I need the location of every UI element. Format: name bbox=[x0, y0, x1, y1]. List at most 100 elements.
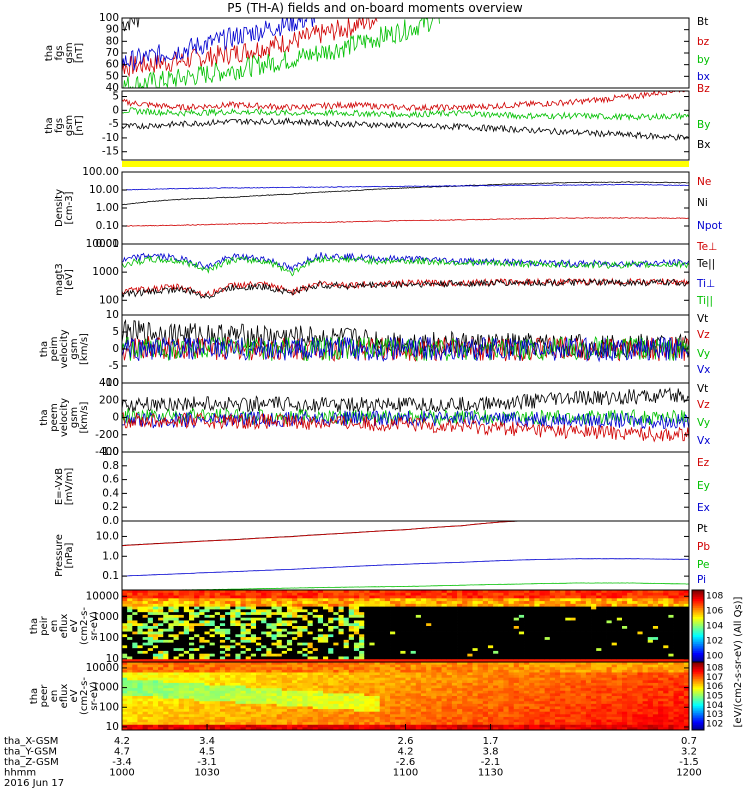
date-label: 2016 Jun 17 bbox=[4, 778, 64, 789]
colorbar-tick-label: 102 bbox=[706, 720, 723, 730]
series-vz-line bbox=[122, 412, 689, 443]
series-pi-line bbox=[122, 558, 689, 577]
y-axis-label: peem bbox=[49, 403, 60, 431]
colorbar-tick-label: 106 bbox=[706, 607, 723, 617]
y-tick-label: 50 bbox=[106, 70, 119, 82]
legend-pi: Pi bbox=[697, 574, 706, 586]
legend-vx: Vx bbox=[697, 435, 710, 447]
y-tick-label: 400 bbox=[99, 377, 119, 389]
panel-2: 50 -5 -10 -15 tha fgs gsm [nT] Bz By Bx bbox=[44, 83, 710, 161]
legend-ne: Ne bbox=[697, 176, 711, 188]
y-tick-label: -200 bbox=[95, 429, 119, 441]
legend-bx: Bx bbox=[697, 139, 710, 151]
y-tick-label: 100 bbox=[99, 632, 119, 644]
y-axis-label: tha bbox=[39, 409, 50, 425]
y-axis-label: gsm bbox=[64, 42, 75, 63]
y-tick-label: 1.0 bbox=[102, 550, 119, 562]
x-row-label: tha_X-GSM bbox=[4, 736, 58, 747]
legend-vy: Vy bbox=[697, 417, 710, 429]
y-axis-label: peir bbox=[39, 615, 50, 635]
y-tick-label: 5 bbox=[112, 91, 119, 103]
legend-ti: Ti|| bbox=[696, 295, 713, 307]
x-tick-label: 1100 bbox=[393, 768, 418, 779]
legend-te: Te|| bbox=[696, 258, 715, 270]
x-tick-label: 1000 bbox=[109, 768, 134, 779]
y-axis-label: eflux bbox=[59, 614, 70, 639]
y-axis-label: velocity bbox=[59, 329, 70, 368]
y-tick-label: 10 bbox=[106, 653, 119, 665]
y-axis-label: [km/s] bbox=[79, 333, 90, 365]
legend-vt: Vt bbox=[697, 313, 708, 325]
panel-2-frame bbox=[121, 90, 690, 161]
y-axis-label: Density bbox=[54, 189, 65, 227]
panel-5: 10 5 0 -5 -10 tha peim velocity gsm [km/s] Vt Vz Vy V… bbox=[39, 309, 710, 389]
y-axis-label: (cm2-s- bbox=[79, 607, 90, 645]
panel-8-frame bbox=[121, 520, 690, 591]
y-tick-label: 0.0 bbox=[102, 515, 119, 527]
legend-ez: Ez bbox=[697, 457, 710, 469]
x-tick-label: 4.5 bbox=[199, 747, 215, 758]
y-axis-label: eV bbox=[69, 619, 80, 632]
y-tick-label: 0 bbox=[112, 412, 119, 424]
series-vt-line bbox=[122, 387, 689, 413]
spectrogram-cells bbox=[122, 662, 690, 731]
legend-te: Te⊥ bbox=[696, 241, 717, 253]
series-ne-line bbox=[122, 217, 689, 227]
y-axis-label: gsm bbox=[64, 115, 75, 136]
y-tick-label: 10.00 bbox=[89, 184, 119, 196]
x-tick-label: 3.4 bbox=[199, 736, 215, 747]
y-axis-label: (cm2-s- bbox=[79, 677, 90, 715]
legend-bt: Bt bbox=[697, 16, 708, 28]
series-ti-line bbox=[122, 254, 689, 277]
y-tick-label: 100 bbox=[99, 701, 119, 713]
colorbar-tick-label: 104 bbox=[706, 701, 723, 711]
legend-bz: Bz bbox=[697, 83, 710, 95]
y-tick-label: 80 bbox=[106, 35, 119, 47]
x-tick-label: -1.5 bbox=[679, 757, 699, 768]
y-axis-label: sr-eV) bbox=[89, 611, 100, 640]
y-tick-label: 0.10 bbox=[96, 220, 119, 232]
panel-3: 100.00 10.00 1.00 0.10 0.01 Density [cm-3] Ne Ni… bbox=[54, 166, 722, 250]
y-tick-label: 10000 bbox=[86, 238, 119, 250]
legend-vt: Vt bbox=[697, 383, 708, 395]
y-tick-label: 0.1 bbox=[102, 570, 119, 582]
y-tick-label: 1000 bbox=[92, 682, 119, 694]
series-vx-line bbox=[122, 336, 689, 363]
y-tick-label: -10 bbox=[102, 377, 119, 389]
y-axis-label: en bbox=[49, 620, 60, 633]
y-axis-label: fgs bbox=[54, 118, 65, 133]
y-axis-label: tha bbox=[29, 618, 40, 634]
legend-by: by bbox=[697, 54, 710, 66]
x-tick-label: 1.7 bbox=[483, 736, 499, 747]
y-tick-label: -10 bbox=[102, 132, 119, 144]
colorbar-tick-label: 103 bbox=[706, 710, 723, 720]
y-tick-label: -400 bbox=[95, 446, 119, 458]
figure-title: P5 (TH-A) fields and on-board moments ov… bbox=[227, 1, 523, 15]
y-axis-label: velocity bbox=[59, 398, 70, 437]
series-vx-line bbox=[122, 410, 689, 430]
y-axis-label: tha bbox=[29, 688, 40, 704]
series-bx-line bbox=[122, 117, 689, 141]
series-pt-line bbox=[122, 521, 519, 546]
series-by-line bbox=[122, 107, 689, 122]
x-tick-label: 0.7 bbox=[681, 736, 697, 747]
legend-pt: Pt bbox=[697, 523, 707, 535]
y-axis-label: gsm bbox=[69, 407, 80, 428]
y-axis-label: tha bbox=[39, 341, 50, 357]
x-tick-label: 1200 bbox=[676, 768, 701, 779]
series-npot-line bbox=[122, 183, 689, 191]
legend-pb: Pb bbox=[697, 541, 710, 553]
y-tick-label: 90 bbox=[106, 24, 119, 36]
legend-by: By bbox=[697, 119, 710, 131]
y-tick-label: 10000 bbox=[86, 590, 119, 602]
series-bt-line bbox=[122, 18, 140, 32]
panel-9: 108 106 104 102 100 [eV/(cm2-s-sr-eV) (All Qs… bbox=[29, 589, 744, 727]
colorbar-tick-label: 100 bbox=[706, 652, 723, 662]
series-bz-line bbox=[122, 91, 689, 112]
series-pe-line bbox=[122, 582, 689, 590]
y-axis-label: fgs bbox=[54, 45, 65, 60]
y-tick-label: 10 bbox=[106, 309, 119, 321]
x-tick-label: 4.2 bbox=[114, 736, 130, 747]
y-axis-label: E=-VxB bbox=[54, 468, 65, 505]
